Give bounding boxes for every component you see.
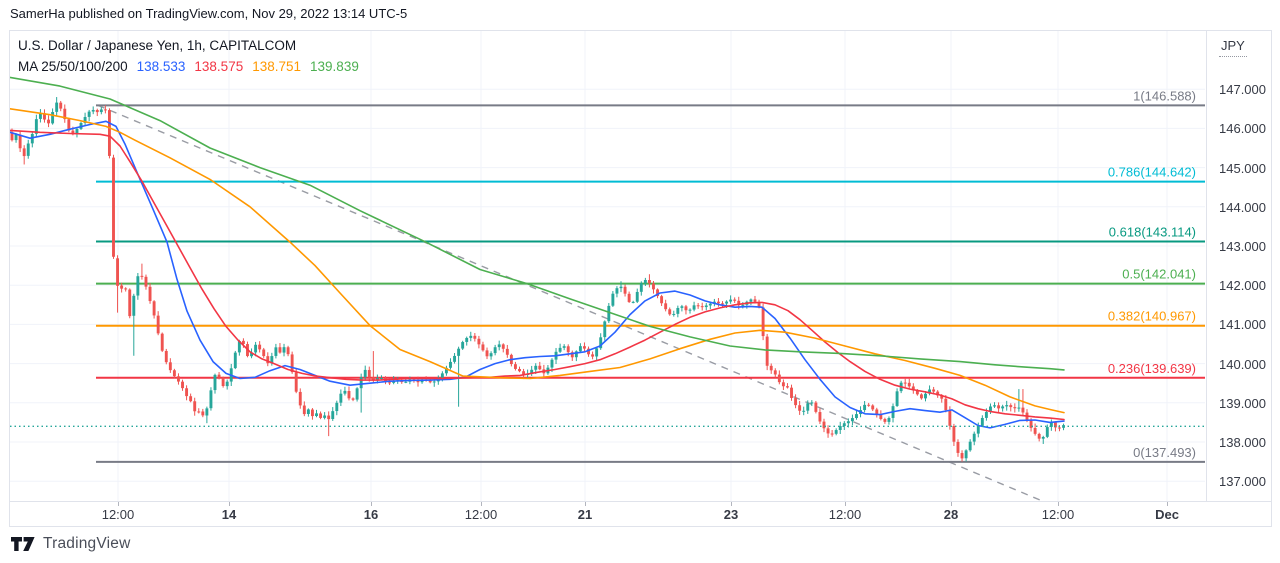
time-axis-label: 23 bbox=[723, 507, 739, 522]
time-axis-tick bbox=[371, 502, 372, 506]
price-axis-label: 145.000 bbox=[1219, 160, 1266, 176]
trend-line bbox=[97, 104, 1045, 501]
tradingview-logo-icon bbox=[11, 536, 35, 551]
price-axis-label: 142.000 bbox=[1219, 278, 1266, 294]
tradingview-watermark-text: TradingView bbox=[43, 535, 131, 552]
time-axis-label: 21 bbox=[577, 507, 593, 522]
time-axis-tick bbox=[1058, 502, 1059, 506]
fib-labels: 1(146.588) 0.786(144.642) 0.618(143.114) 0.… bbox=[1108, 88, 1196, 460]
price-axis-label: 137.000 bbox=[1219, 474, 1266, 490]
price-axis-label: 139.000 bbox=[1219, 395, 1266, 411]
price-axis-label: 141.000 bbox=[1219, 317, 1266, 333]
fib-lines bbox=[96, 104, 1205, 463]
time-axis-tick bbox=[481, 502, 482, 506]
price-chart-canvas[interactable]: 1(146.588) 0.786(144.642) 0.618(143.114) 0.… bbox=[10, 31, 1205, 501]
fib-label: 0.236(139.639) bbox=[1108, 361, 1196, 376]
price-axis-label: 147.000 bbox=[1219, 82, 1266, 98]
price-axis[interactable]: JPY 147.000 146.000 145.000 144.000 143.000 1… bbox=[1206, 31, 1271, 526]
fib-label: 1(146.588) bbox=[1133, 88, 1196, 103]
time-axis-tick bbox=[731, 502, 732, 506]
price-axis-unit: JPY bbox=[1219, 38, 1247, 57]
price-axis-label: 140.000 bbox=[1219, 356, 1266, 372]
time-axis-tick bbox=[118, 502, 119, 506]
time-axis-label: 12:00 bbox=[1041, 507, 1075, 522]
time-axis-label: Dec bbox=[1155, 507, 1179, 522]
time-axis-label: 12:00 bbox=[828, 507, 862, 522]
time-axis-tick bbox=[845, 502, 846, 506]
time-axis-label: 12:00 bbox=[101, 507, 135, 522]
time-axis-label: 12:00 bbox=[464, 507, 498, 522]
moving-averages-layer bbox=[10, 76, 1065, 429]
fib-label: 0.5(142.041) bbox=[1122, 267, 1196, 282]
price-axis-label: 146.000 bbox=[1219, 121, 1266, 137]
fib-label: 0.786(144.642) bbox=[1108, 165, 1196, 180]
chart-plot-svg[interactable]: 1(146.588) 0.786(144.642) 0.618(143.114) 0.… bbox=[10, 31, 1205, 501]
candles-layer bbox=[10, 97, 1065, 462]
published-caption: SamerHa published on TradingView.com, No… bbox=[10, 6, 408, 21]
price-axis-label: 143.000 bbox=[1219, 239, 1266, 254]
time-axis-tick bbox=[585, 502, 586, 506]
fib-label: 0.382(140.967) bbox=[1108, 309, 1196, 324]
time-axis-tick bbox=[229, 502, 230, 506]
fib-label: 0(137.493) bbox=[1133, 445, 1196, 460]
time-axis-label: 16 bbox=[363, 507, 379, 522]
chart-frame: 1(146.588) 0.786(144.642) 0.618(143.114) 0.… bbox=[9, 30, 1272, 527]
price-axis-label: 144.000 bbox=[1219, 199, 1266, 215]
price-axis-label: 138.000 bbox=[1219, 435, 1266, 450]
time-axis-label: 28 bbox=[943, 507, 959, 522]
tradingview-watermark[interactable]: TradingView bbox=[10, 535, 131, 553]
grid-lines bbox=[10, 31, 1205, 501]
time-axis-tick bbox=[951, 502, 952, 506]
time-axis-tick bbox=[1167, 502, 1168, 506]
time-axis[interactable]: 12:00 14 16 12:00 21 23 12:00 28 12:00 Dec bbox=[10, 501, 1271, 526]
fib-label: 0.618(143.114) bbox=[1109, 225, 1196, 240]
time-axis-label: 14 bbox=[221, 507, 237, 522]
